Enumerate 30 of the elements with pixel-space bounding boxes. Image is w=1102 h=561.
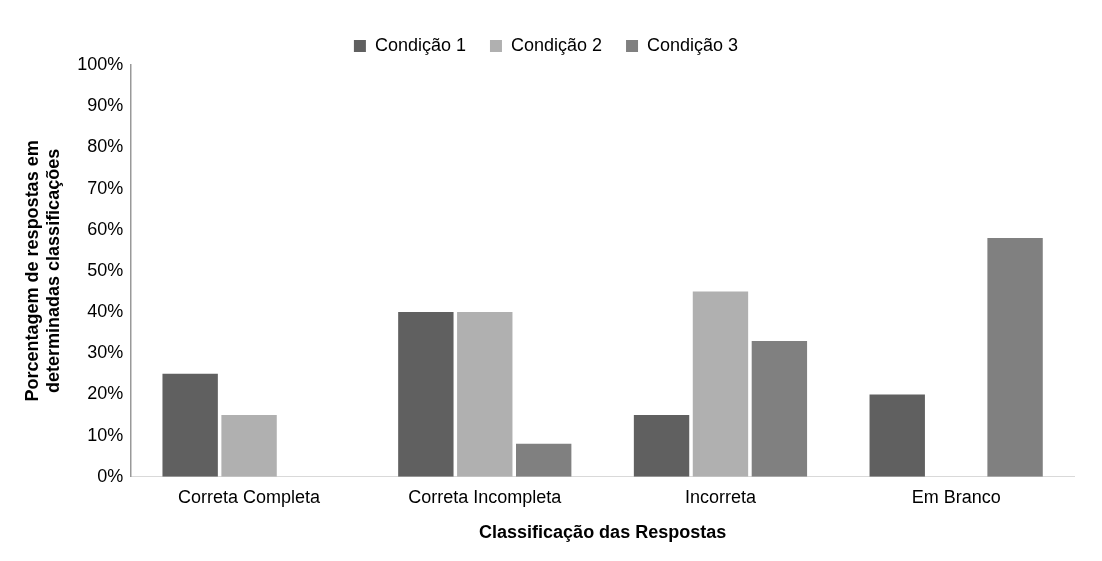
y-tick-label: 0% <box>97 465 124 486</box>
x-tick-label: Incorreta <box>684 486 757 507</box>
y-tick-label: 60% <box>87 218 124 239</box>
y-tick-label: 80% <box>87 136 124 157</box>
bar <box>162 373 218 477</box>
legend-label: Condição 1 <box>374 34 466 55</box>
legend-label: Condição 2 <box>510 34 603 55</box>
y-tick-label: 50% <box>87 259 124 280</box>
y-tick-label: 20% <box>87 383 124 404</box>
bar <box>692 291 749 477</box>
bar <box>987 237 1043 477</box>
x-tick-label: Correta Completa <box>178 486 322 507</box>
x-tick-label: Correta Incompleta <box>408 486 563 507</box>
bar <box>516 443 572 477</box>
y-tick-label: 40% <box>87 301 124 322</box>
bar <box>221 415 277 477</box>
x-axis-title: Classificação das Respostas <box>479 522 727 543</box>
y-tick-label: 10% <box>87 424 124 445</box>
x-tick-label: Em Branco <box>911 486 1001 507</box>
bar <box>633 415 690 477</box>
y-tick-label: 90% <box>87 95 124 116</box>
bar <box>869 394 925 477</box>
bar <box>398 312 454 477</box>
bar <box>457 312 513 477</box>
y-tick-label: 70% <box>87 177 124 198</box>
bar <box>751 340 808 477</box>
legend-label: Condição 3 <box>647 34 739 55</box>
y-tick-label: 100% <box>77 53 124 74</box>
y-tick-label: 30% <box>87 342 124 363</box>
y-axis-title: Porcentagem de respostas em determinadas classificações <box>21 140 64 402</box>
